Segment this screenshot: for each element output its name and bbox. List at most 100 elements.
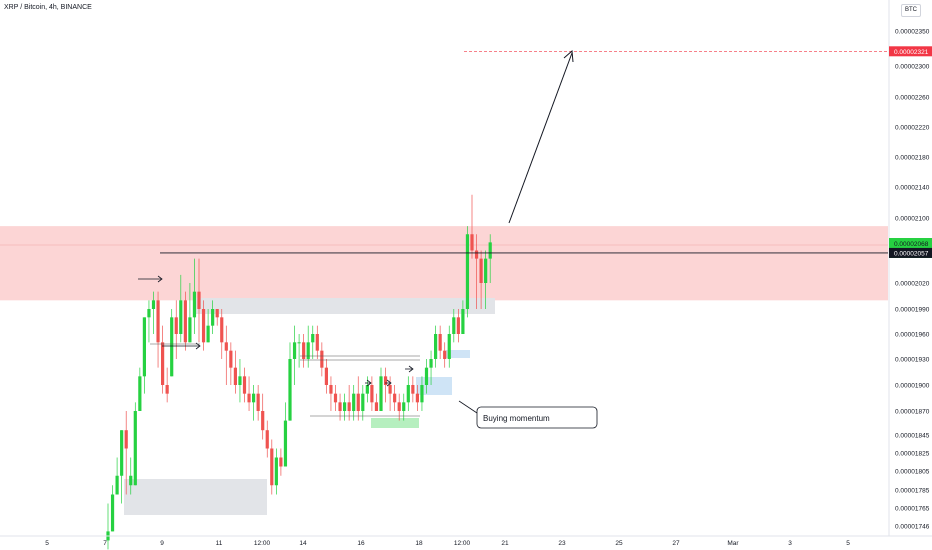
candle-down (456, 317, 460, 334)
candle-down (393, 393, 397, 403)
arrow-5-head (408, 365, 414, 373)
candle-up (211, 309, 215, 326)
candle-up (151, 300, 156, 309)
candle-down (411, 385, 415, 394)
candle-down (197, 291, 201, 309)
candle-down (247, 393, 251, 403)
x-tick-label: 3 (788, 540, 792, 547)
candle-up (465, 234, 470, 309)
candle-down (320, 350, 324, 368)
candle-up (379, 376, 383, 411)
candle-up (179, 300, 183, 334)
candle-up (361, 393, 365, 411)
candle-up (238, 376, 242, 385)
candle-down (324, 367, 328, 385)
candle-down (201, 309, 206, 343)
candle-down (302, 342, 306, 359)
x-tick-label: Mar (727, 540, 739, 547)
candle-down (315, 334, 319, 351)
candle-down (370, 385, 374, 403)
x-tick-label: 16 (357, 540, 365, 547)
candle-down (479, 258, 483, 283)
candle-up (306, 342, 310, 359)
candle-up (424, 367, 429, 385)
candle-down (265, 430, 269, 449)
candle-up (133, 411, 137, 486)
candle-up (420, 385, 424, 403)
y-tick-label: 0.00001785 (895, 488, 930, 495)
target-price-tag (889, 46, 932, 57)
y-tick-label: 0.00002100 (895, 216, 930, 223)
candle-up (343, 402, 347, 411)
candle-up (292, 342, 297, 359)
candle-down (470, 234, 474, 251)
candle-down (124, 430, 128, 449)
y-tick-label: 0.00001930 (895, 357, 930, 364)
candle-down (156, 300, 160, 343)
price-axis[interactable]: 0.00002350 0.00002300 0.00002260 0.00002220… (888, 0, 932, 536)
drawings-layer: Buying momentum (138, 49, 888, 429)
candle-up (406, 385, 410, 403)
candle-down (279, 457, 283, 467)
blue-box-2 (446, 350, 470, 358)
y-tick-label: 0.00001805 (895, 469, 930, 476)
candle-up (429, 359, 433, 368)
currency-badge[interactable]: BTC (901, 4, 921, 17)
projection-arrow-head (563, 49, 574, 63)
y-tick-label: 0.00001746 (895, 524, 930, 531)
callout-box (476, 406, 598, 429)
candle-up (452, 317, 456, 334)
candle-up (274, 457, 278, 486)
candle-up (283, 420, 288, 467)
candle-up (311, 334, 315, 343)
level-price-label: 0.00002057 (894, 250, 929, 257)
time-axis[interactable]: 5 7 9 11 12:00 14 16 18 12:00 21 23 25 27 Mar 3 5 (0, 535, 932, 547)
candle-down (183, 300, 187, 343)
candle-up (447, 334, 451, 359)
callout-text: Buying momentum (483, 414, 550, 423)
candle-up (192, 291, 197, 318)
candle-down (261, 411, 265, 431)
candle-down (256, 393, 260, 411)
y-tick-label: 0.00002350 (895, 29, 930, 36)
x-tick-label: 5 (846, 540, 850, 547)
y-tick-label: 0.00002260 (895, 95, 930, 102)
candle-up (115, 475, 119, 495)
x-tick-label: 21 (501, 540, 509, 547)
candles-layer (106, 194, 492, 550)
y-tick-label: 0.00001825 (895, 451, 930, 458)
symbol-title: XRP / Bitcoin, 4h, BINANCE (4, 4, 92, 11)
candle-down (374, 402, 379, 411)
candle-down (347, 402, 351, 411)
candle-down (415, 393, 419, 403)
candle-down (438, 334, 442, 351)
candle-down (397, 402, 401, 411)
candle-up (352, 393, 356, 411)
candle-down (443, 350, 447, 359)
y-tick-label: 0.00001960 (895, 332, 930, 339)
candle-up (252, 393, 256, 403)
supply-box (196, 298, 495, 314)
candle-down (388, 385, 392, 394)
candle-down (338, 402, 342, 411)
x-tick-label: 11 (216, 540, 223, 547)
y-tick-label: 0.00002140 (895, 185, 930, 192)
current-price-label: 0.00002068 (894, 241, 929, 248)
green-box (371, 418, 419, 428)
candle-up (484, 258, 488, 283)
candle-down (329, 385, 333, 394)
projection-arrow (508, 52, 573, 224)
x-tick-label: 12:00 (454, 540, 471, 547)
candle-down (474, 250, 479, 259)
candle-down (224, 342, 228, 351)
demand-box (124, 479, 267, 515)
candle-up (142, 317, 146, 377)
candle-up (402, 402, 406, 411)
y-tick-label: 0.00002180 (895, 155, 930, 162)
x-tick-label: 27 (672, 540, 680, 547)
y-tick-label: 0.00001900 (895, 383, 930, 390)
arrow-1-head (157, 275, 163, 283)
target-price-label: 0.00002321 (894, 49, 929, 56)
candle-down (174, 317, 178, 334)
